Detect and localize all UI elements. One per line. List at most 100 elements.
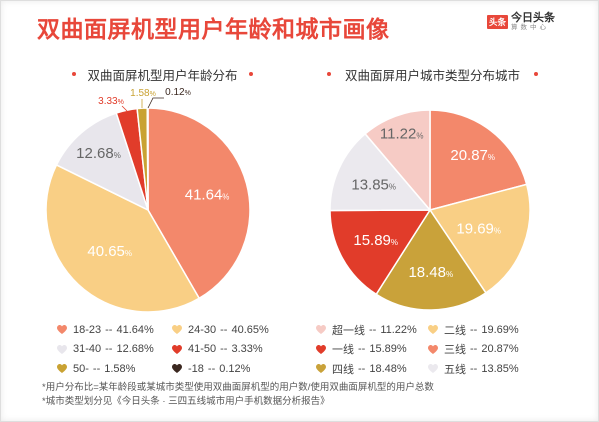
age-legend-item-3: 41-50 -- 3.33% [172, 340, 287, 360]
legend-separator: -- [207, 362, 216, 375]
age-value-label-4: 1.58% [130, 88, 156, 99]
legend-separator: -- [470, 343, 478, 356]
age-value-labels: 41.64%40.65%12.68%3.33%1.58% 0.12% [76, 87, 229, 260]
footnote-definition: *用户分布比=某年龄段或某城市类型使用双曲面屏机型的用户数/使用双曲面屏机型的用… [42, 382, 434, 393]
age-slice-0 [147, 107, 251, 299]
city-pie-chart: 20.87%19.69%18.48%15.89%13.85%11.22% [329, 109, 531, 311]
legend-marker-icon [428, 325, 438, 335]
city-legend-item-5: 超一线 -- 11.22% [316, 320, 428, 340]
legend-category: 超一线 [332, 324, 365, 337]
legend-category: 50- [73, 362, 89, 375]
city-value-label-4: 13.85% [351, 176, 396, 193]
legend-marker-icon [57, 344, 67, 354]
value-number: 15.89 [353, 232, 391, 249]
legend-category: 五线 [444, 363, 466, 376]
legend-value: 3.33 [231, 343, 253, 356]
logo-badge: 头条 [487, 15, 509, 29]
city-slice-3 [329, 209, 431, 296]
legend-marker-icon [316, 325, 326, 335]
value-unit: % [222, 192, 229, 201]
legend-value: 18.48 [369, 362, 397, 375]
city-legend-item-2: 四线 -- 18.48% [316, 359, 428, 379]
title-dot-icon [72, 72, 76, 76]
legend-category: 三线 [444, 344, 466, 357]
legend-marker-icon [316, 344, 326, 354]
value-unit: % [389, 182, 396, 191]
value-number: 18.48 [408, 264, 446, 281]
age-value-label-2: 12.68% [76, 145, 121, 162]
legend-value: 1.58 [104, 362, 126, 375]
age-legend-item-1: 24-30 -- 40.65% [172, 320, 287, 340]
city-legend-item-4: 五线 -- 13.85% [428, 359, 540, 379]
legend-category: 41-50 [188, 343, 217, 356]
legend-category: 31-40 [73, 343, 102, 356]
legend-value: 40.65 [231, 323, 259, 336]
legend-unit: % [396, 343, 407, 356]
age-leader-line-5 [147, 97, 164, 109]
legend-unit: % [508, 362, 519, 375]
legend-unit: % [508, 343, 519, 356]
page-title: 双曲面屏机型用户年龄和城市画像 [37, 16, 390, 42]
city-value-label-5: 11.22% [380, 125, 424, 142]
value-number: 1.58 [130, 88, 150, 99]
logo-name: 今日头条 [511, 11, 556, 24]
city-legend-item-0: 三线 -- 20.87% [428, 340, 540, 360]
city-value-labels: 20.87%19.69%18.48%15.89%13.85%11.22% [351, 125, 501, 281]
legend-unit: % [144, 343, 154, 356]
legend-separator: -- [369, 323, 377, 336]
value-unit: % [114, 151, 121, 160]
value-unit: % [446, 270, 453, 279]
age-slices [45, 107, 251, 313]
title-dot-icon [533, 72, 538, 76]
city-value-label-1: 19.69% [456, 221, 501, 238]
legend-category: 四线 [332, 363, 354, 376]
city-slice-4 [329, 133, 431, 212]
legend-category: 18-23 [73, 323, 102, 336]
value-number: 40.65 [87, 243, 125, 260]
city-value-label-0: 20.87% [450, 147, 495, 164]
value-number: 11.22 [380, 125, 416, 142]
age-legend-item-0: 18-23 -- 41.64% [57, 320, 172, 340]
legend-value: 0.12 [219, 362, 241, 375]
age-slice-1 [45, 164, 200, 313]
legend-value: 13.85 [481, 362, 509, 375]
logo-text: 今日头条 算数中心 [511, 11, 556, 32]
legend-category: 24-30 [188, 323, 217, 336]
city-slice-5 [364, 109, 431, 211]
value-number: 20.87 [450, 147, 488, 164]
legend-value: 15.89 [369, 343, 397, 356]
age-legend: 18-23 -- 41.64% 24-30 -- 40.65% 31-40 -- 12.68% 4… [57, 320, 287, 379]
legend-unit: % [125, 362, 136, 375]
legend-value: 19.69 [481, 323, 509, 336]
legend-marker-icon [172, 325, 182, 335]
legend-unit: % [508, 323, 519, 336]
city-slice-0 [429, 109, 528, 211]
legend-marker-icon [57, 325, 67, 335]
legend-separator: -- [105, 323, 113, 336]
legend-value: 11.22 [380, 323, 408, 336]
value-unit: % [488, 153, 495, 162]
legend-marker-icon [172, 364, 182, 374]
legend-separator: -- [358, 343, 366, 356]
legend-separator: -- [92, 362, 101, 375]
value-unit: % [150, 91, 156, 98]
legend-unit: % [396, 362, 407, 375]
title-dot-icon [248, 72, 253, 76]
legend-separator: -- [470, 362, 478, 375]
value-unit: % [125, 249, 132, 258]
age-value-label-3: 3.33% [98, 96, 124, 107]
age-legend-item-5: -18 -- 0.12% [172, 359, 287, 379]
value-unit: % [185, 90, 191, 97]
value-unit: % [416, 131, 423, 140]
value-unit: % [391, 238, 398, 247]
legend-separator: -- [105, 343, 113, 356]
title-dot-icon [327, 72, 331, 76]
value-number: 0.12 [165, 87, 185, 98]
age-value-label-1: 40.65% [87, 243, 132, 260]
legend-unit: % [240, 362, 251, 375]
age-slice-2 [55, 112, 149, 211]
legend-separator: -- [358, 362, 366, 375]
legend-unit: % [407, 323, 417, 336]
